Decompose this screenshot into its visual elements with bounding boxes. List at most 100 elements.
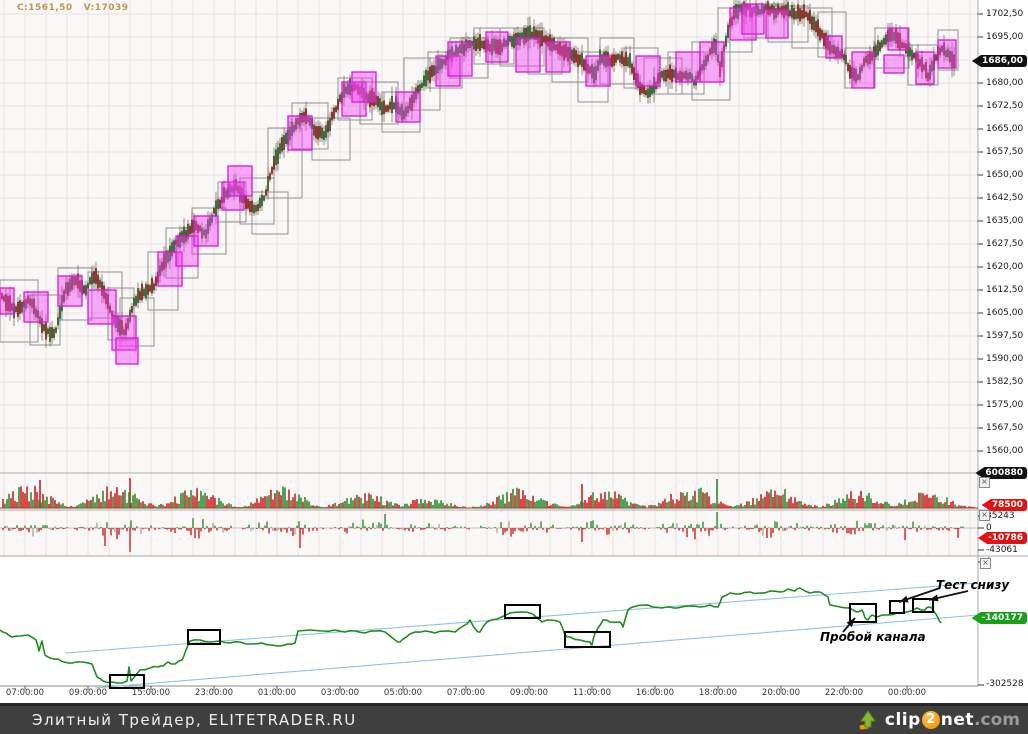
logo-com-text: .com	[974, 710, 1020, 730]
volume-bars-down	[2, 478, 974, 508]
time-tick-label: 09:00:00	[68, 688, 108, 698]
chart-background	[0, 0, 978, 557]
price-tick-label: 1642,50	[986, 193, 1024, 203]
annotation-test-from-below: Тест снизу	[936, 578, 1010, 592]
signal-highlight-box	[87, 289, 117, 325]
annotation-arrowhead	[846, 618, 855, 628]
signal-highlight-box	[915, 51, 935, 85]
signal-highlight-box	[635, 55, 661, 87]
delta-value-tag: -10786	[977, 532, 1027, 544]
footer-title: Элитный Трейдер, ELITETRADER.RU	[32, 711, 357, 729]
price-tick-label: 1695,00	[986, 32, 1024, 42]
signal-highlight-box	[825, 35, 843, 59]
annotation-box	[889, 600, 905, 614]
signal-highlight-box	[699, 41, 725, 83]
price-tick-label: 1597,50	[986, 331, 1024, 341]
signal-highlight-box	[193, 215, 219, 247]
delta-bars-up	[4, 512, 964, 528]
delta-zero-label: 0	[986, 523, 992, 533]
signal-highlight-box	[341, 81, 367, 117]
signal-highlight-box	[351, 71, 377, 103]
time-tick-label: 07:00:00	[446, 688, 486, 698]
signal-highlight-box	[447, 41, 473, 77]
range-box	[791, 7, 833, 49]
annotation-box	[504, 604, 541, 619]
price-tick-label: 1567,50	[986, 423, 1024, 433]
time-tick-label: 18:00:00	[698, 688, 738, 698]
annotation-arrowhead	[929, 594, 939, 602]
price-tick-label: 1582,50	[986, 377, 1024, 387]
annotation-arrowhead	[899, 595, 909, 603]
logo-two-badge: 2	[921, 711, 940, 729]
close-volume-panel-icon[interactable]: ×	[979, 477, 990, 488]
signal-highlight-box	[287, 115, 313, 151]
signal-highlight-box	[585, 55, 611, 87]
volume-bars-up	[4, 479, 976, 508]
time-tick-label: 23:00:00	[194, 688, 234, 698]
time-tick-label: 11:00:00	[572, 688, 612, 698]
price-tick-label: 1702,50	[986, 9, 1024, 19]
price-tick-label: 1620,00	[986, 262, 1024, 272]
signal-highlight-box	[515, 37, 541, 73]
price-tick-label: 1575,00	[986, 400, 1024, 410]
time-tick-label: 09:00:00	[509, 688, 549, 698]
delta-top-label: 35243	[986, 511, 1015, 521]
time-tick-label: 20:00:00	[761, 688, 801, 698]
signal-highlight-box	[157, 251, 183, 287]
signal-highlight-box	[175, 235, 199, 267]
chart-legend: C:1561,50 V:17039	[17, 3, 129, 13]
annotation-channel-breakout: Пробой канала	[820, 630, 926, 644]
current-price-tag: 1686,00	[972, 55, 1027, 67]
price-tick-label: 1605,00	[986, 308, 1024, 318]
clip2net-logo[interactable]: clip 2 net .com	[857, 708, 1020, 732]
price-tick-label: 1665,00	[986, 124, 1024, 134]
price-tick-label: 1560,00	[986, 446, 1024, 456]
time-tick-label: 15:00:00	[131, 688, 171, 698]
signal-highlight-box	[765, 9, 789, 39]
time-tick-label: 01:00:00	[257, 688, 297, 698]
signal-highlight-box	[545, 41, 571, 73]
signal-highlight-box	[741, 3, 765, 35]
annotation-box	[912, 598, 934, 613]
signal-highlight-box	[0, 287, 15, 315]
channel-lower-line	[94, 614, 979, 689]
equity-curve	[0, 587, 942, 684]
range-box	[403, 57, 441, 111]
price-tick-label: 1650,00	[986, 170, 1024, 180]
signal-highlight-box	[883, 54, 905, 74]
price-tick-label: 1590,00	[986, 354, 1024, 364]
price-tick-label: 1680,00	[986, 78, 1024, 88]
price-tick-label: 1612,50	[986, 285, 1024, 295]
range-box	[577, 51, 609, 103]
logo-net-text: net	[940, 710, 975, 730]
time-tick-label: 03:00:00	[320, 688, 360, 698]
time-tick-label: 07:00:00	[5, 688, 45, 698]
signal-highlight-box	[937, 39, 957, 69]
close-delta-panel-icon[interactable]: ×	[979, 510, 990, 521]
signal-highlight-box	[675, 51, 701, 83]
annotation-box	[109, 674, 145, 689]
logo-clip-text: clip	[884, 710, 921, 730]
delta-bars-down	[2, 528, 960, 552]
volume-value-tag: 78500	[981, 499, 1027, 511]
signal-highlight-box	[485, 31, 509, 63]
time-tick-label: 22:00:00	[824, 688, 864, 698]
signal-highlight-box	[887, 27, 909, 51]
equity-bottom-label: -302528	[986, 679, 1024, 689]
price-tick-label: 1635,00	[986, 216, 1024, 226]
close-equity-panel-icon[interactable]: ×	[980, 558, 991, 569]
time-tick-label: 05:00:00	[383, 688, 423, 698]
signal-highlight-box	[395, 91, 421, 123]
annotation-box	[849, 603, 877, 623]
time-tick-label: 16:00:00	[635, 688, 675, 698]
signal-highlight-box	[851, 51, 875, 89]
price-tick-label: 1657,50	[986, 147, 1024, 157]
signal-highlight-box	[23, 291, 49, 323]
annotation-box	[187, 629, 221, 645]
trading-chart-canvas[interactable]	[0, 0, 1028, 700]
annotation-box	[564, 631, 611, 648]
signal-highlight-box	[227, 165, 253, 197]
clip2net-arrow-icon	[859, 710, 876, 730]
volume-max-tag: 600880	[975, 467, 1027, 479]
